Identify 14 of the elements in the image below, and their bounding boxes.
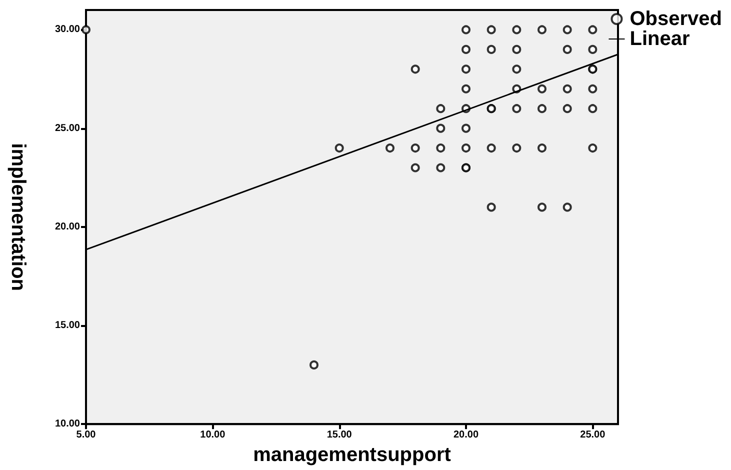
y-axis-title: implementation (7, 143, 29, 291)
x-tick-label: 20.00 (453, 430, 479, 441)
legend-label: Linear (630, 28, 690, 50)
x-tick-label: 15.00 (326, 430, 352, 441)
x-axis-title: managementsupport (253, 444, 452, 466)
x-tick-label: 25.00 (580, 430, 606, 441)
legend-label: Observed (630, 8, 722, 30)
y-tick-label: 25.00 (54, 122, 80, 134)
y-tick-label: 20.00 (54, 221, 80, 232)
y-tick-label: 30.00 (54, 24, 80, 36)
x-tick-label: 10.00 (200, 430, 226, 441)
y-tick-label: 15.00 (54, 320, 80, 332)
y-tick-label: 10.00 (54, 418, 80, 430)
x-tick-label: 5.00 (76, 430, 96, 441)
